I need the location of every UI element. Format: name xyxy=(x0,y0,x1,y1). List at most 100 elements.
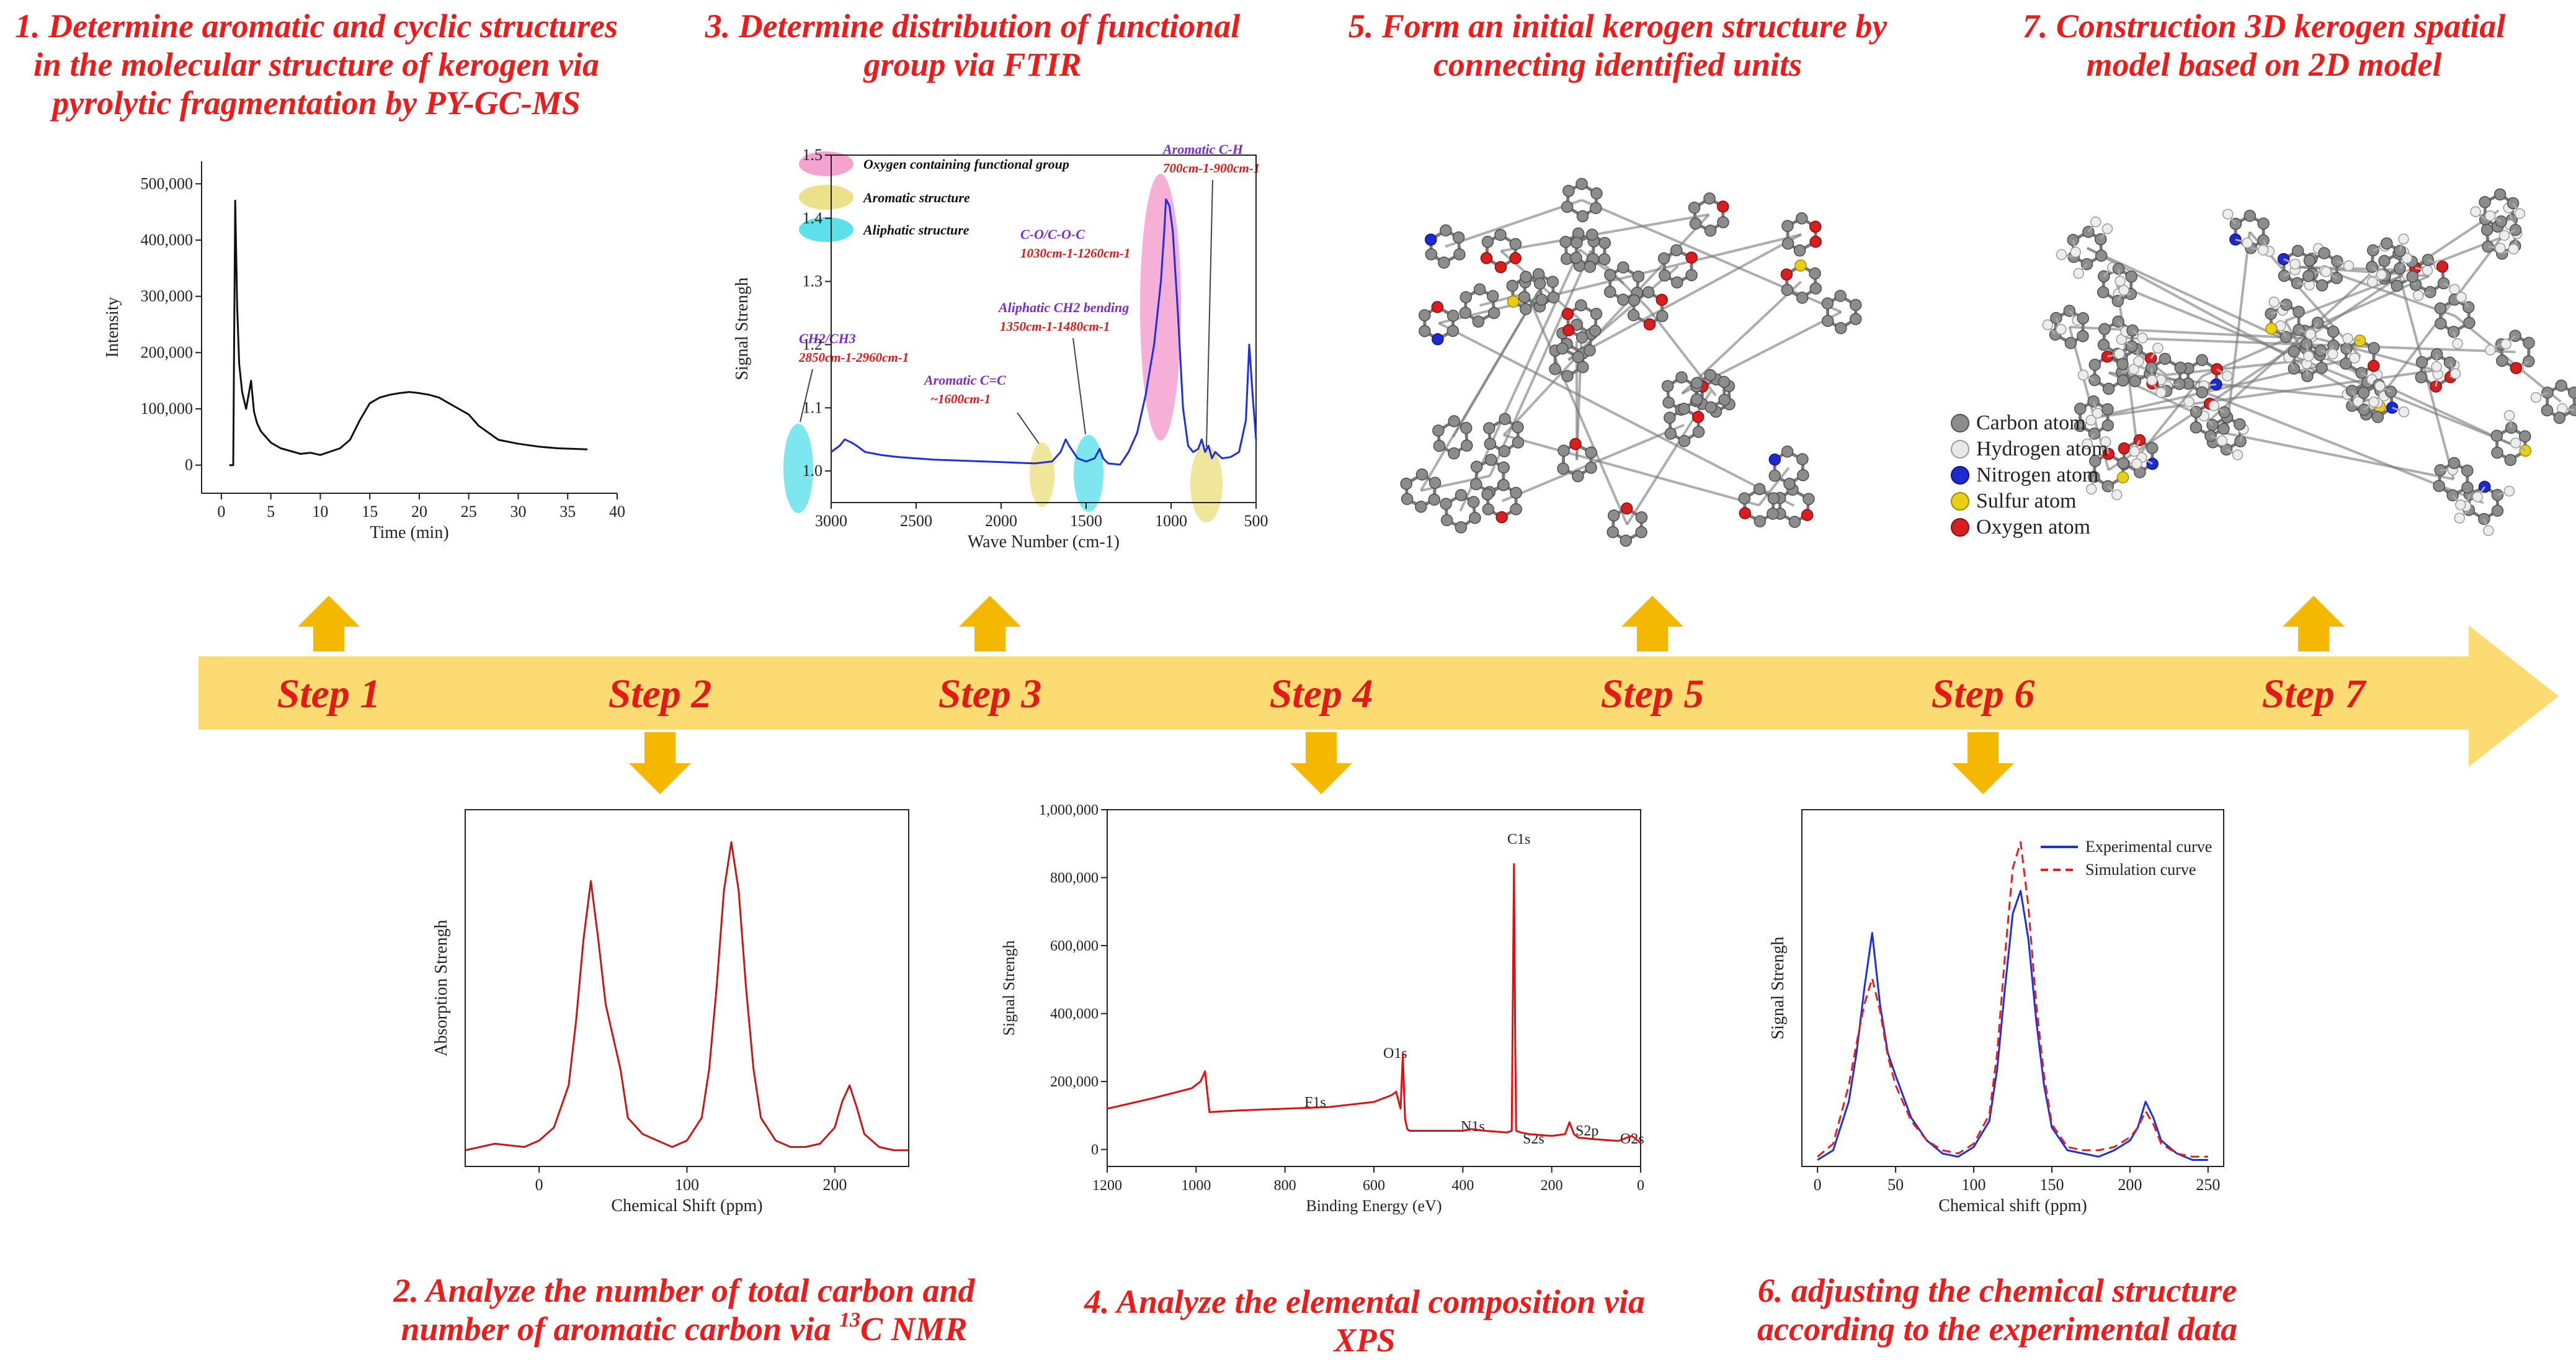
pygcms-x-tick-label: 10 xyxy=(312,503,328,521)
svg-text:XPS: XPS xyxy=(1332,1322,1395,1359)
atom xyxy=(2056,324,2067,335)
atom xyxy=(1448,415,1460,427)
fit-legend: Experimental curve Simulation curve xyxy=(2041,838,2212,879)
atom xyxy=(1664,427,1677,440)
atom xyxy=(1549,363,1561,375)
ftir-x-tick-label: 3000 xyxy=(815,512,847,530)
atom xyxy=(1561,370,1574,382)
atom xyxy=(1428,493,1441,506)
legend-carbon: Carbon atom xyxy=(1976,411,2086,434)
atom xyxy=(2222,370,2233,382)
atom xyxy=(1809,235,1822,248)
atom xyxy=(2077,312,2090,324)
atom xyxy=(1685,251,1698,264)
atom xyxy=(1419,309,1431,321)
atom xyxy=(1512,436,1525,449)
atom xyxy=(1704,369,1717,382)
svg-text:pyrolytic fragmentation by PY-: pyrolytic fragmentation by PY-GC-MS xyxy=(50,84,580,122)
oxygen-atom-swatch xyxy=(1951,518,1969,537)
atom xyxy=(1661,380,1674,392)
fit-x-tick-label: 50 xyxy=(1887,1176,1904,1194)
atom xyxy=(2129,445,2140,457)
atom xyxy=(2302,270,2315,282)
atom xyxy=(1575,177,1588,190)
atom xyxy=(1400,477,1412,490)
atom xyxy=(2196,386,2208,399)
atom xyxy=(2449,368,2461,379)
atom xyxy=(2508,243,2520,255)
atom xyxy=(2097,286,2110,298)
atom xyxy=(2320,266,2332,277)
atom xyxy=(2480,223,2494,236)
atom xyxy=(2085,414,2097,426)
pygcms-chart: 0 5 10 15 20 25 30 35 40 0 100,000 200,000 300,000 40… xyxy=(103,161,625,542)
bond xyxy=(2226,432,2454,481)
caption-step-4: 4. Analyze the elemental composition via… xyxy=(1084,1283,1645,1359)
atom xyxy=(1509,238,1522,251)
atom xyxy=(2291,244,2304,257)
atom xyxy=(1809,220,1822,233)
atom xyxy=(2234,418,2246,431)
bond xyxy=(1438,321,1795,507)
atom xyxy=(2114,348,2125,360)
atom xyxy=(2064,337,2077,349)
nmr-xlabel: Chemical Shift (ppm) xyxy=(611,1196,762,1215)
ftir-x-tick-label: 500 xyxy=(1244,512,1268,530)
atom xyxy=(1788,516,1801,528)
atom xyxy=(1433,439,1446,452)
atom xyxy=(2484,210,2496,222)
atom xyxy=(1620,502,1633,515)
atom xyxy=(1849,298,1862,311)
atom xyxy=(2367,276,2378,288)
atom xyxy=(2265,323,2278,335)
atom xyxy=(1518,291,1531,303)
atom xyxy=(1675,371,1688,384)
step-4-label: Step 4 xyxy=(1270,671,1373,717)
ftir-y-tick-label: 1.0 xyxy=(803,462,823,480)
fit-x-tick-label: 200 xyxy=(2118,1176,2142,1194)
atom xyxy=(2116,471,2129,484)
atom xyxy=(2340,357,2352,370)
pygcms-x-tick-label: 15 xyxy=(362,503,378,521)
bond xyxy=(1500,213,1709,253)
atom xyxy=(1495,511,1508,524)
atom xyxy=(1440,514,1453,527)
atom xyxy=(2152,342,2164,354)
svg-text:6. adjusting the chemical stru: 6. adjusting the chemical structure xyxy=(1758,1272,2237,1309)
pygcms-y-tick-label: 400,000 xyxy=(141,231,194,249)
atom xyxy=(2398,233,2409,245)
atom xyxy=(1446,324,1460,338)
bond xyxy=(2117,336,2167,376)
atom xyxy=(1617,261,1629,274)
atom xyxy=(1796,453,1809,465)
step-7-label: Step 7 xyxy=(2262,671,2368,717)
atom xyxy=(2343,260,2355,272)
atom xyxy=(2452,338,2463,349)
atom xyxy=(1480,252,1493,264)
atom xyxy=(2074,403,2087,415)
atom xyxy=(2541,404,2554,417)
atom xyxy=(2092,408,2103,419)
xps-y-tick-label: 200,000 xyxy=(1050,1074,1099,1090)
atom xyxy=(2133,356,2144,367)
atom xyxy=(1481,488,1494,501)
ftir-annotations: CH2/CH3 2850cm-1-2960cm-1 Aromatic C=C ~… xyxy=(798,141,1260,447)
atom xyxy=(2315,362,2328,374)
atom xyxy=(2368,396,2379,408)
atom xyxy=(2448,457,2461,470)
atom xyxy=(1461,439,1473,452)
atom xyxy=(1794,259,1807,272)
atom xyxy=(2288,345,2300,358)
fit-plot-frame xyxy=(1801,809,2224,1167)
down-arrow-step-4 xyxy=(1290,732,1352,794)
atom xyxy=(2155,387,2167,398)
atom xyxy=(1470,478,1482,491)
bond xyxy=(1581,199,1842,313)
atom xyxy=(1460,291,1473,303)
atom xyxy=(1415,468,1428,481)
bond xyxy=(1489,250,1592,477)
pygcms-ylabel: Intensity xyxy=(103,297,122,358)
atom xyxy=(2118,442,2131,455)
atom xyxy=(1585,446,1597,459)
caption-step-1: 1. Determine aromatic and cyclic structu… xyxy=(15,7,618,122)
